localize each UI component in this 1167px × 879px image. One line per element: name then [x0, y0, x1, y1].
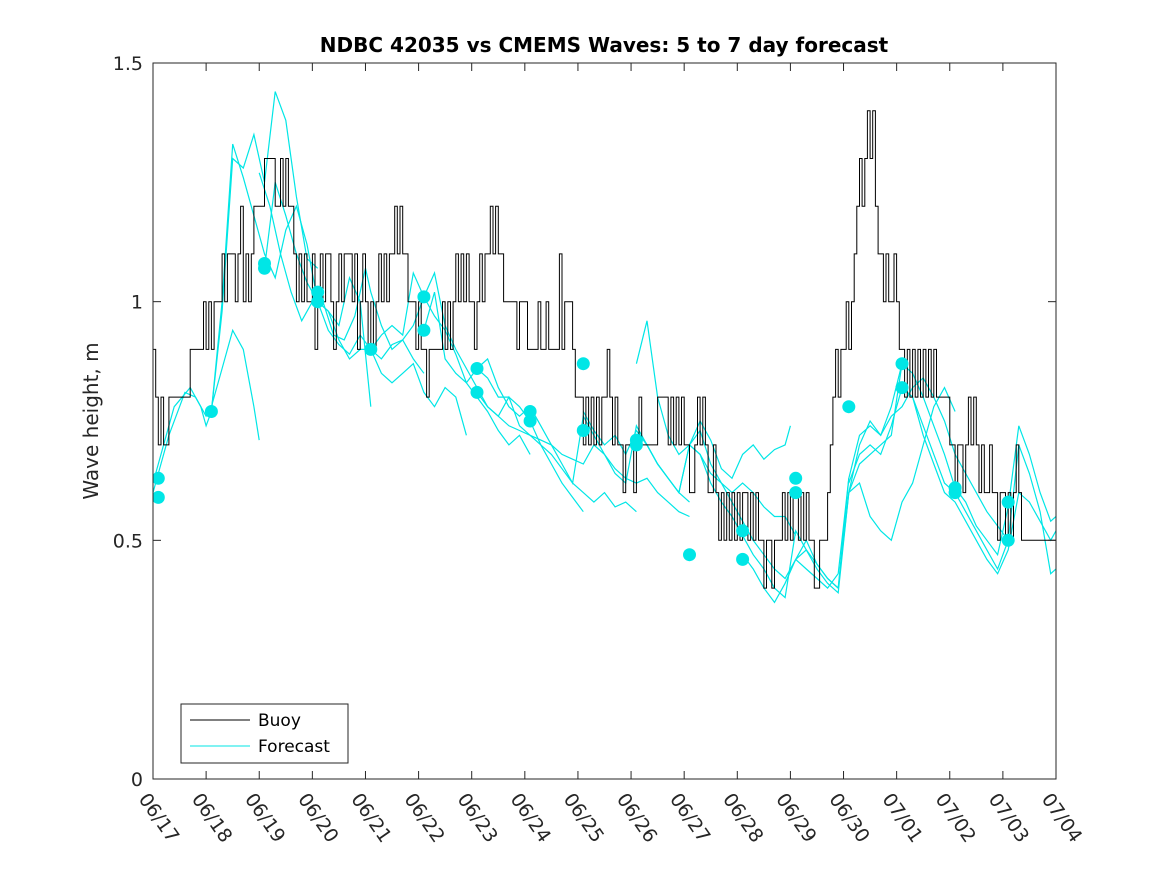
forecast-marker-14 [576, 357, 590, 371]
chart-title: NDBC 42035 vs CMEMS Waves: 5 to 7 day fo… [320, 33, 889, 57]
forecast-marker-2 [204, 405, 218, 418]
forecast-line-3 [263, 182, 425, 374]
y-tick-label-3: 1.5 [113, 53, 143, 75]
plot-area [153, 91, 1056, 604]
forecast-marker-28 [1001, 495, 1015, 509]
axes-box [152, 62, 1057, 780]
forecast-marker-15 [576, 424, 590, 437]
forecast-marker-25 [895, 381, 909, 395]
y-tick-label-0: 0 [131, 769, 143, 791]
forecast-marker-12 [523, 405, 537, 418]
forecast-marker-22 [789, 486, 803, 500]
forecast-line-18 [901, 387, 1056, 575]
legend-box [180, 703, 349, 764]
forecast-marker-20 [736, 552, 750, 566]
forecast-line-13 [689, 363, 903, 599]
y-tick-label-2: 1 [131, 292, 143, 314]
forecast-marker-29 [1001, 533, 1015, 547]
forecast-marker-0 [153, 471, 165, 485]
forecast-line-1 [153, 91, 319, 484]
buoy-line [153, 110, 1056, 589]
forecast-marker-10 [470, 362, 484, 375]
forecast-marker-23 [842, 400, 856, 414]
forecast-marker-4 [258, 261, 271, 275]
forecast-marker-1 [153, 490, 165, 504]
forecast-marker-8 [417, 290, 431, 304]
forecast-line-8 [476, 392, 690, 518]
legend-forecast-label: Forecast [258, 737, 330, 757]
forecast-marker-27 [948, 486, 962, 500]
forecast-line-15 [795, 377, 1009, 589]
forecast-marker-19 [736, 524, 750, 538]
legend: Buoy Forecast [180, 703, 349, 764]
forecast-marker-9 [417, 323, 431, 337]
legend-buoy-label: Buoy [258, 711, 301, 731]
forecast-marker-18 [683, 548, 696, 562]
forecast-marker-7 [364, 342, 378, 356]
y-axis-label: Wave height, m [79, 342, 103, 499]
forecast-marker-5 [311, 285, 325, 299]
forecast-marker-24 [895, 357, 909, 371]
y-tick-label-1: 0.5 [113, 530, 143, 552]
plot-series-group [153, 91, 1056, 604]
forecast-marker-13 [523, 414, 537, 428]
forecast-marker-6 [311, 295, 325, 309]
forecast-marker-17 [629, 438, 643, 452]
forecast-marker-11 [470, 385, 484, 399]
forecast-marker-21 [789, 471, 803, 485]
